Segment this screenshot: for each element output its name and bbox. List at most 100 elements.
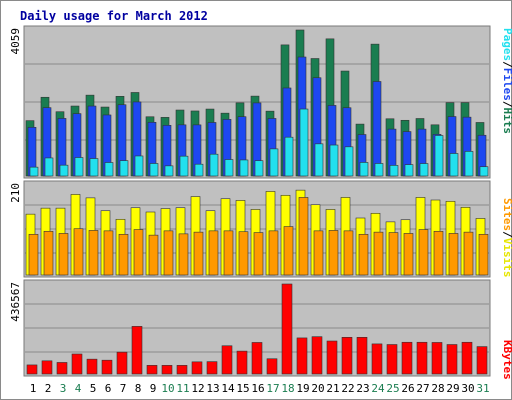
bar-kbytes-day-9 bbox=[146, 365, 158, 375]
x-tick-label-19: 19 bbox=[296, 382, 309, 395]
bar-pages-day-5 bbox=[89, 158, 99, 177]
legend-sites: Sites bbox=[501, 198, 512, 231]
hits-max-label: 4059 bbox=[9, 28, 22, 55]
legend-files: Files bbox=[501, 68, 512, 101]
bar-sites-day-8 bbox=[133, 229, 144, 276]
bar-pages-day-25 bbox=[389, 165, 399, 177]
x-tick-label-7: 7 bbox=[120, 382, 127, 395]
bar-kbytes-day-21 bbox=[326, 340, 338, 375]
bar-sites-day-27 bbox=[418, 229, 429, 276]
bar-kbytes-day-13 bbox=[206, 361, 218, 375]
x-tick-label-10: 10 bbox=[161, 382, 174, 395]
bar-sites-day-24 bbox=[373, 231, 384, 276]
bar-kbytes-day-7 bbox=[116, 351, 128, 375]
bar-kbytes-day-8 bbox=[131, 326, 143, 375]
bar-pages-day-14 bbox=[224, 159, 234, 177]
bar-pages-day-20 bbox=[314, 143, 324, 177]
x-tick-label-13: 13 bbox=[206, 382, 219, 395]
bar-pages-day-26 bbox=[404, 164, 414, 177]
x-tick-label-22: 22 bbox=[341, 382, 354, 395]
bar-pages-day-31 bbox=[479, 166, 489, 177]
x-tick-label-26: 26 bbox=[401, 382, 414, 395]
bar-sites-day-29 bbox=[448, 233, 459, 276]
bar-kbytes-day-14 bbox=[221, 345, 233, 375]
bar-sites-day-30 bbox=[463, 231, 474, 276]
x-tick-label-25: 25 bbox=[386, 382, 399, 395]
x-tick-label-27: 27 bbox=[416, 382, 429, 395]
bar-kbytes-day-17 bbox=[266, 358, 278, 375]
bar-kbytes-day-11 bbox=[176, 365, 188, 375]
x-tick-label-21: 21 bbox=[326, 382, 339, 395]
legend-kbytes: KBytes bbox=[501, 340, 512, 380]
bar-sites-day-6 bbox=[103, 230, 114, 276]
bar-kbytes-day-12 bbox=[191, 361, 203, 375]
x-tick-label-24: 24 bbox=[371, 382, 385, 395]
bar-sites-day-3 bbox=[58, 233, 69, 276]
bar-sites-day-16 bbox=[253, 232, 264, 276]
x-tick-label-9: 9 bbox=[150, 382, 157, 395]
bar-sites-day-1 bbox=[28, 233, 39, 276]
legend-visits: Visits bbox=[501, 238, 512, 278]
x-tick-label-17: 17 bbox=[266, 382, 279, 395]
bar-sites-day-12 bbox=[193, 231, 204, 276]
bar-kbytes-day-1 bbox=[26, 364, 38, 375]
kbytes-max-label: 436567 bbox=[9, 282, 22, 322]
hits-legend: Pages/Files/Hits bbox=[501, 28, 512, 134]
bar-kbytes-day-19 bbox=[296, 337, 308, 375]
bar-sites-day-10 bbox=[163, 230, 174, 276]
bar-kbytes-day-2 bbox=[41, 360, 53, 375]
bar-pages-day-22 bbox=[344, 146, 354, 177]
bar-sites-day-26 bbox=[403, 233, 414, 276]
bar-sites-day-2 bbox=[43, 230, 54, 276]
bar-sites-day-13 bbox=[208, 230, 219, 276]
bar-pages-day-1 bbox=[29, 166, 39, 177]
bar-pages-day-6 bbox=[104, 162, 114, 177]
bar-pages-day-23 bbox=[359, 162, 369, 177]
bar-sites-day-5 bbox=[88, 230, 99, 276]
bar-kbytes-day-29 bbox=[446, 344, 458, 375]
x-tick-label-29: 29 bbox=[446, 382, 459, 395]
x-tick-label-30: 30 bbox=[461, 382, 474, 395]
bar-kbytes-day-6 bbox=[101, 359, 113, 375]
x-tick-label-11: 11 bbox=[176, 382, 189, 395]
x-tick-label-18: 18 bbox=[281, 382, 294, 395]
bar-kbytes-day-23 bbox=[356, 337, 368, 375]
bar-sites-day-22 bbox=[343, 230, 354, 276]
x-tick-label-5: 5 bbox=[90, 382, 97, 395]
legend-sep-2: / bbox=[501, 101, 512, 108]
kbytes-bars bbox=[26, 283, 488, 375]
x-tick-label-1: 1 bbox=[30, 382, 37, 395]
bar-sites-day-31 bbox=[478, 233, 489, 276]
bar-pages-day-29 bbox=[449, 153, 459, 177]
bar-files-day-24 bbox=[372, 81, 382, 177]
visits-legend: Sites/Visits bbox=[501, 198, 512, 278]
bar-kbytes-day-26 bbox=[401, 341, 413, 375]
chart-title: Daily usage for March 2012 bbox=[20, 9, 208, 23]
bar-kbytes-day-22 bbox=[341, 337, 353, 375]
legend-sep-1: / bbox=[501, 61, 512, 68]
bar-kbytes-day-18 bbox=[281, 283, 293, 375]
bar-kbytes-day-30 bbox=[461, 341, 473, 375]
x-tick-label-20: 20 bbox=[311, 382, 324, 395]
x-tick-label-23: 23 bbox=[356, 382, 369, 395]
x-tick-label-31: 31 bbox=[476, 382, 489, 395]
bar-kbytes-day-31 bbox=[476, 346, 488, 375]
bar-pages-day-11 bbox=[179, 155, 189, 177]
bar-pages-day-15 bbox=[239, 159, 249, 177]
x-tick-label-3: 3 bbox=[60, 382, 67, 395]
bar-pages-day-21 bbox=[329, 144, 339, 177]
bar-pages-day-16 bbox=[254, 160, 264, 177]
bar-sites-day-23 bbox=[358, 233, 369, 276]
bar-sites-day-15 bbox=[238, 231, 249, 276]
bar-pages-day-19 bbox=[299, 108, 309, 177]
bar-kbytes-day-24 bbox=[371, 343, 383, 375]
x-tick-label-6: 6 bbox=[105, 382, 112, 395]
bar-kbytes-day-25 bbox=[386, 344, 398, 375]
bar-sites-day-17 bbox=[268, 230, 279, 276]
bar-pages-day-3 bbox=[59, 164, 69, 177]
bar-pages-day-27 bbox=[419, 163, 429, 177]
visits-max-label: 210 bbox=[9, 183, 22, 203]
hits-bars bbox=[25, 29, 489, 177]
x-tick-label-16: 16 bbox=[251, 382, 264, 395]
